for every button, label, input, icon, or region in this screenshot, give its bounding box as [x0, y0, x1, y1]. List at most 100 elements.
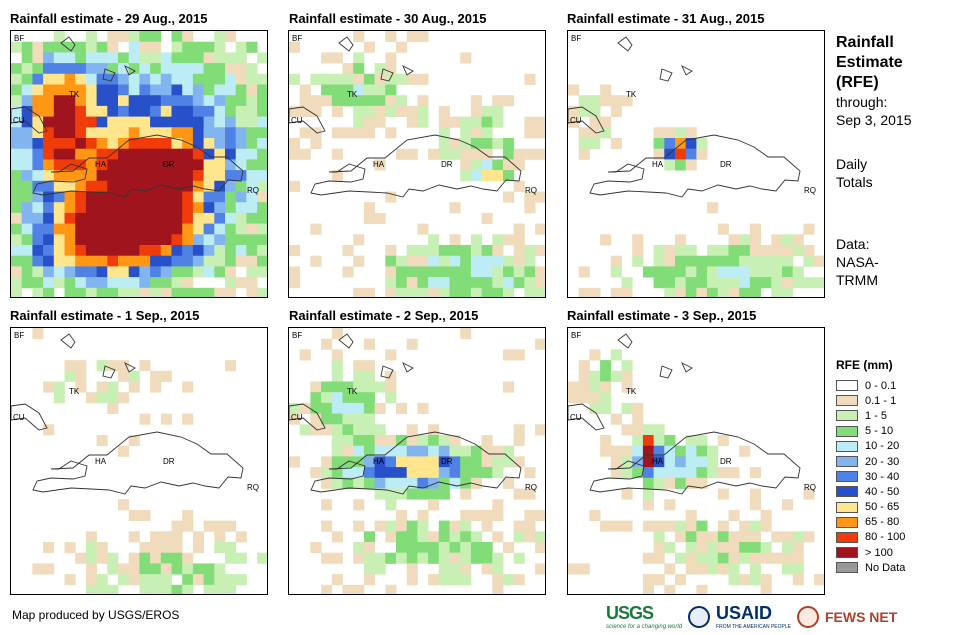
rainfall-cell: [342, 127, 354, 139]
rainfall-cell: [449, 552, 461, 564]
rainfall-cell: [363, 73, 375, 85]
rainfall-cell: [32, 105, 44, 117]
rainfall-cell: [85, 180, 97, 192]
rainfall-cell: [578, 563, 590, 575]
rainfall-cell: [771, 234, 783, 246]
rainfall-cell: [182, 116, 194, 128]
legend-item: 30 - 40: [836, 469, 905, 484]
rainfall-cell: [578, 127, 590, 139]
rainfall-cell: [118, 116, 130, 128]
rainfall-cell: [160, 202, 172, 214]
rainfall-cell: [150, 148, 162, 160]
rainfall-cell: [728, 563, 740, 575]
rainfall-cell: [182, 84, 194, 96]
rainfall-cell: [43, 234, 55, 246]
rainfall-cell: [214, 574, 226, 586]
rainfall-cell: [299, 95, 311, 107]
legend-item: 40 - 50: [836, 484, 905, 499]
rainfall-cell: [675, 467, 687, 479]
rainfall-cell: [214, 116, 226, 128]
rainfall-cell: [171, 245, 183, 257]
rainfall-cell: [171, 63, 183, 75]
rainfall-cell: [118, 287, 130, 297]
rainfall-cell: [182, 41, 194, 53]
rainfall-cell: [470, 456, 482, 468]
rainfall-cell: [85, 392, 97, 404]
rainfall-cell: [53, 148, 65, 160]
rainfall-cell: [342, 73, 354, 85]
rainfall-cell: [524, 255, 536, 267]
rainfall-cell: [535, 127, 545, 139]
rainfall-cell: [385, 488, 397, 500]
rainfall-cell: [289, 148, 301, 160]
rainfall-cell: [664, 148, 676, 160]
rainfall-cell: [396, 287, 408, 297]
rainfall-cell: [460, 467, 472, 479]
rainfall-cell: [11, 234, 23, 246]
rainfall-cell: [353, 127, 365, 139]
rainfall-cell: [396, 255, 408, 267]
rainfall-cell: [225, 266, 237, 278]
rainfall-cell: [246, 202, 258, 214]
rainfall-cell: [11, 180, 23, 192]
rainfall-cell: [342, 435, 354, 447]
rainfall-cell: [438, 445, 450, 457]
rainfall-cell: [513, 424, 525, 436]
rainfall-cell: [118, 392, 130, 404]
rainfall-cell: [503, 234, 515, 246]
rainfall-cell: [771, 245, 783, 257]
rainfall-cell: [513, 552, 525, 564]
rainfall-cell: [374, 381, 386, 393]
rainfall-cell: [524, 287, 536, 297]
rainfall-cell: [107, 360, 119, 372]
rainfall-cell: [417, 456, 429, 468]
rainfall-cell: [460, 245, 472, 257]
rainfall-cell: [32, 84, 44, 96]
rainfall-cell: [739, 542, 751, 554]
rainfall-cell: [64, 360, 76, 372]
map-label-tk: TK: [626, 90, 637, 99]
rainfall-cell: [21, 41, 33, 53]
rainfall-cell: [664, 563, 676, 575]
rainfall-cell: [642, 424, 654, 436]
rainfall-cell: [814, 277, 824, 289]
coastline: [681, 362, 693, 373]
rainfall-cell: [192, 245, 204, 257]
rainfall-cell: [96, 574, 108, 586]
rainfall-cell: [792, 531, 804, 543]
rainfall-cell: [717, 255, 729, 267]
rainfall-cell: [118, 84, 130, 96]
rainfall-cell: [32, 180, 44, 192]
rainfall-cell: [225, 277, 237, 289]
rainfall-cell: [331, 467, 343, 479]
usgs-logo: USGS science for a changing world: [606, 603, 682, 630]
rainfall-cell: [53, 73, 65, 85]
rainfall-cell: [481, 467, 493, 479]
rainfall-cell: [621, 370, 633, 382]
rainfall-cell: [685, 531, 697, 543]
rainfall-cell: [75, 116, 87, 128]
rainfall-cell: [331, 424, 343, 436]
rainfall-cell: [803, 223, 815, 235]
rainfall-cell: [139, 52, 151, 64]
rainfall-cell: [792, 234, 804, 246]
rainfall-cell: [321, 381, 333, 393]
rainfall-cell: [460, 563, 472, 575]
rainfall-cell: [492, 159, 504, 171]
rainfall-cell: [235, 202, 247, 214]
rainfall-cell: [75, 202, 87, 214]
coastline: [659, 68, 673, 82]
rainfall-cell: [353, 95, 365, 107]
rainfall-cell: [632, 435, 644, 447]
rainfall-cell: [32, 52, 44, 64]
rainfall-cell: [107, 73, 119, 85]
rainfall-cell: [85, 212, 97, 224]
panel-title-30-aug: Rainfall estimate - 30 Aug., 2015: [289, 11, 487, 26]
rainfall-cell: [331, 574, 343, 586]
rainfall-cell: [246, 245, 258, 257]
rainfall-cell: [513, 148, 525, 160]
rainfall-cell: [182, 563, 194, 575]
rainfall-cell: [396, 552, 408, 564]
rainfall-cell: [225, 84, 237, 96]
rainfall-cell: [96, 552, 108, 564]
